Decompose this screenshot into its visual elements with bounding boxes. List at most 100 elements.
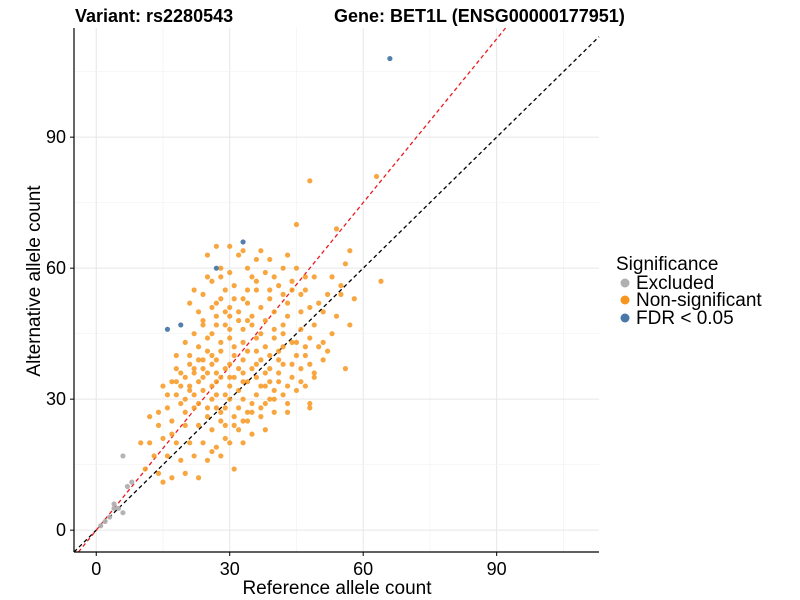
data-point bbox=[195, 379, 202, 385]
data-point bbox=[302, 287, 308, 293]
data-point bbox=[195, 422, 202, 428]
data-point bbox=[298, 366, 304, 372]
legend: Significance Excluded Non-significant FD… bbox=[616, 254, 762, 329]
data-point bbox=[311, 322, 317, 328]
data-point bbox=[227, 396, 233, 402]
data-point bbox=[249, 409, 255, 415]
data-point bbox=[155, 470, 162, 476]
data-point bbox=[302, 383, 308, 389]
axes bbox=[70, 28, 599, 556]
data-point bbox=[160, 435, 166, 442]
data-point bbox=[271, 309, 277, 315]
data-point bbox=[191, 370, 197, 376]
data-point bbox=[298, 309, 304, 315]
data-point bbox=[178, 370, 184, 376]
data-point bbox=[191, 392, 197, 398]
data-point bbox=[111, 501, 117, 507]
data-point bbox=[373, 173, 380, 180]
data-point bbox=[293, 265, 300, 271]
data-point bbox=[191, 405, 197, 411]
data-point bbox=[316, 344, 322, 350]
data-point bbox=[173, 379, 179, 385]
data-point bbox=[213, 322, 219, 328]
data-point bbox=[213, 313, 219, 319]
data-point bbox=[284, 400, 291, 407]
data-point bbox=[204, 457, 211, 463]
data-point bbox=[236, 405, 242, 411]
data-point bbox=[102, 518, 108, 525]
data-point bbox=[244, 379, 251, 385]
data-point bbox=[284, 383, 291, 389]
data-point bbox=[258, 405, 264, 411]
data-point bbox=[227, 374, 233, 380]
data-point bbox=[320, 309, 326, 315]
data-point bbox=[240, 440, 246, 446]
data-point bbox=[276, 370, 282, 376]
data-point bbox=[213, 265, 219, 271]
data-point bbox=[209, 352, 215, 359]
data-point bbox=[209, 448, 215, 455]
data-point bbox=[240, 396, 246, 402]
data-point bbox=[164, 326, 171, 332]
data-point bbox=[387, 55, 393, 62]
data-point bbox=[187, 383, 193, 389]
data-point bbox=[182, 374, 188, 380]
data-point bbox=[187, 300, 193, 306]
data-point bbox=[293, 221, 300, 228]
data-point bbox=[169, 431, 175, 437]
data-point bbox=[200, 387, 206, 394]
data-point bbox=[218, 374, 224, 380]
chart-title-variant: Variant: rs2280543 bbox=[75, 6, 233, 26]
data-point bbox=[262, 269, 268, 276]
data-point bbox=[302, 344, 308, 350]
data-point bbox=[227, 440, 233, 446]
data-point bbox=[307, 304, 313, 311]
data-point bbox=[204, 274, 211, 280]
data-point bbox=[276, 357, 282, 363]
data-point bbox=[249, 322, 255, 328]
data-point bbox=[222, 287, 228, 293]
data-point bbox=[200, 440, 206, 446]
data-point bbox=[249, 431, 255, 437]
data-point bbox=[120, 453, 126, 459]
data-point bbox=[182, 422, 188, 428]
data-point bbox=[311, 374, 317, 380]
data-point bbox=[244, 317, 251, 324]
data-point bbox=[138, 440, 144, 446]
data-point bbox=[329, 331, 335, 337]
data-point bbox=[218, 339, 224, 345]
data-point bbox=[293, 387, 300, 394]
legend-title: Significance bbox=[616, 254, 718, 275]
data-point bbox=[178, 322, 184, 328]
data-point bbox=[262, 344, 268, 350]
data-point bbox=[253, 392, 260, 398]
data-points bbox=[98, 55, 393, 529]
data-point bbox=[204, 370, 211, 376]
reference-line-black bbox=[73, 36, 600, 553]
y-tick-label: 0 bbox=[56, 520, 66, 540]
data-point bbox=[147, 440, 153, 446]
data-point bbox=[169, 418, 175, 424]
data-point bbox=[169, 475, 175, 481]
data-point bbox=[240, 339, 246, 345]
data-point bbox=[240, 326, 246, 332]
data-point bbox=[147, 414, 153, 420]
data-point bbox=[160, 479, 166, 485]
data-point bbox=[187, 361, 193, 367]
data-point bbox=[307, 178, 313, 184]
data-point bbox=[293, 339, 300, 345]
data-point bbox=[333, 313, 340, 319]
data-point bbox=[298, 379, 304, 385]
data-point bbox=[124, 483, 130, 490]
data-point bbox=[209, 396, 215, 402]
data-point bbox=[182, 470, 188, 476]
data-point bbox=[262, 370, 268, 376]
data-point bbox=[191, 331, 197, 337]
data-point bbox=[280, 265, 286, 271]
data-point bbox=[231, 466, 237, 472]
data-point bbox=[258, 304, 264, 311]
data-point bbox=[222, 435, 228, 442]
data-point bbox=[213, 243, 219, 249]
data-point bbox=[195, 344, 202, 350]
data-point bbox=[187, 352, 193, 359]
